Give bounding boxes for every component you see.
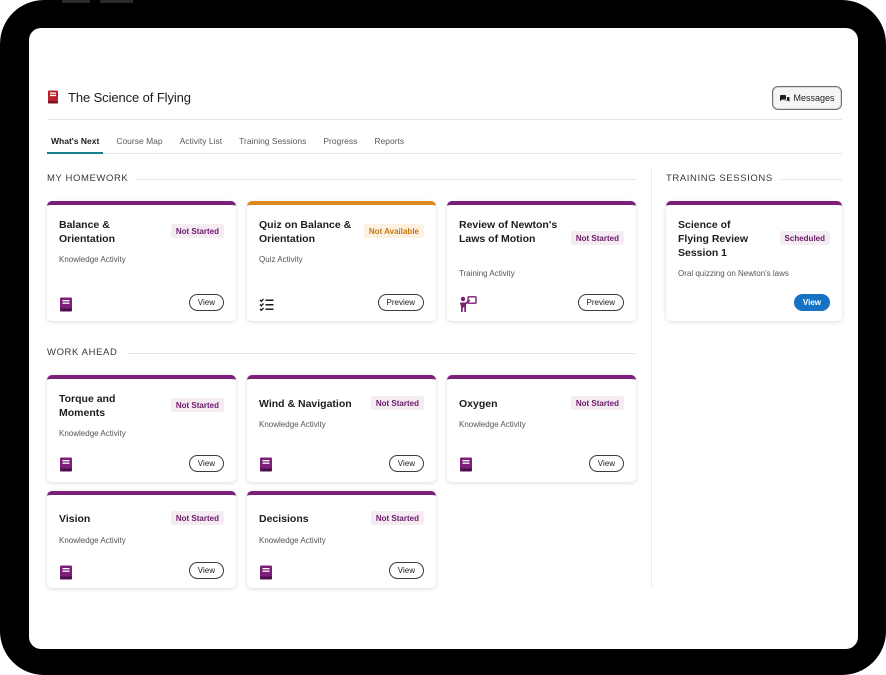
- presenter-icon: [460, 296, 477, 312]
- book-icon: [460, 457, 472, 472]
- view-button[interactable]: View: [588, 455, 624, 472]
- activity-card[interactable]: Balance & Orientation Not Started Knowle…: [47, 201, 236, 321]
- activity-card[interactable]: Oxygen Not Started Knowledge Activity Vi…: [447, 375, 636, 482]
- view-session-button[interactable]: View: [793, 294, 830, 311]
- status-badge: Not Started: [370, 396, 424, 410]
- status-badge: Not Started: [170, 398, 224, 412]
- column-divider: [651, 168, 652, 588]
- card-activity-type: Knowledge Activity: [59, 536, 126, 545]
- activity-card[interactable]: Quiz on Balance & Orientation Not Availa…: [247, 201, 436, 321]
- card-activity-type: Quiz Activity: [259, 255, 303, 264]
- app-screen: The Science of Flying Messages What's Ne…: [29, 28, 858, 649]
- activity-card[interactable]: Vision Not Started Knowledge Activity Vi…: [47, 491, 236, 588]
- view-button[interactable]: View: [388, 455, 424, 472]
- section-divider: [127, 353, 636, 354]
- card-title: Balance & Orientation: [59, 219, 116, 245]
- course-tabs: What's Next Course Map Activity List Tra…: [47, 128, 842, 154]
- chat-bubbles-icon: [780, 94, 790, 102]
- card-title: Decisions: [259, 513, 309, 525]
- training-sessions-heading: TRAINING SESSIONS: [666, 173, 773, 184]
- my-homework-heading: MY HOMEWORK: [47, 173, 129, 184]
- view-button[interactable]: View: [188, 562, 224, 579]
- preview-button[interactable]: Preview: [577, 294, 624, 311]
- card-activity-type: Knowledge Activity: [259, 420, 326, 429]
- book-icon: [260, 457, 272, 472]
- preview-button[interactable]: Preview: [377, 294, 424, 311]
- section-divider: [781, 179, 842, 180]
- tab-reports[interactable]: Reports: [374, 136, 405, 146]
- card-title: Torque and Moments: [59, 393, 116, 419]
- tab-training-sessions[interactable]: Training Sessions: [239, 136, 307, 146]
- activity-card[interactable]: Decisions Not Started Knowledge Activity…: [247, 491, 436, 588]
- session-description: Oral quizzing on Newton's laws: [678, 269, 789, 278]
- activity-card[interactable]: Torque and Moments Not Started Knowledge…: [47, 375, 236, 482]
- tab-activity-list[interactable]: Activity List: [179, 136, 223, 146]
- book-icon: [60, 565, 72, 580]
- page-title: The Science of Flying: [68, 90, 191, 105]
- book-icon: [60, 457, 72, 472]
- status-badge: Not Started: [570, 231, 624, 245]
- messages-button[interactable]: Messages: [772, 86, 842, 110]
- device-button: [100, 0, 133, 3]
- card-title: Quiz on Balance & Orientation: [259, 219, 352, 245]
- tab-course-map[interactable]: Course Map: [116, 136, 163, 146]
- book-icon: [60, 297, 72, 312]
- card-title: Vision: [59, 513, 91, 525]
- tab-whats-next[interactable]: What's Next: [47, 128, 104, 154]
- card-title: Review of Newton's Laws of Motion: [459, 219, 558, 245]
- status-badge: Scheduled: [779, 231, 830, 245]
- messages-label: Messages: [793, 93, 835, 103]
- card-title: Oxygen: [459, 398, 498, 410]
- card-activity-type: Knowledge Activity: [59, 255, 126, 264]
- course-header: The Science of Flying Messages: [47, 86, 842, 120]
- status-badge: Not Available: [363, 224, 424, 238]
- tab-progress[interactable]: Progress: [323, 136, 358, 146]
- book-icon: [260, 565, 272, 580]
- status-badge: Not Started: [570, 396, 624, 410]
- card-title: Wind & Navigation: [259, 398, 352, 410]
- view-button[interactable]: View: [188, 294, 224, 311]
- card-activity-type: Knowledge Activity: [459, 420, 526, 429]
- view-button[interactable]: View: [188, 455, 224, 472]
- work-ahead-heading: WORK AHEAD: [47, 347, 118, 358]
- training-session-card[interactable]: Science of Flying Review Session 1 Sched…: [666, 201, 842, 321]
- card-activity-type: Knowledge Activity: [259, 536, 326, 545]
- section-divider: [137, 179, 636, 180]
- status-badge: Not Started: [170, 511, 224, 525]
- card-activity-type: Training Activity: [459, 269, 515, 278]
- status-badge: Not Started: [370, 511, 424, 525]
- activity-card[interactable]: Review of Newton's Laws of Motion Not St…: [447, 201, 636, 321]
- device-button: [62, 0, 90, 3]
- view-button[interactable]: View: [388, 562, 424, 579]
- card-title: Science of Flying Review Session 1: [678, 219, 749, 259]
- activity-card[interactable]: Wind & Navigation Not Started Knowledge …: [247, 375, 436, 482]
- course-book-icon: [48, 90, 58, 104]
- status-badge: Not Started: [170, 224, 224, 238]
- checklist-icon: [259, 298, 274, 311]
- card-activity-type: Knowledge Activity: [59, 429, 126, 438]
